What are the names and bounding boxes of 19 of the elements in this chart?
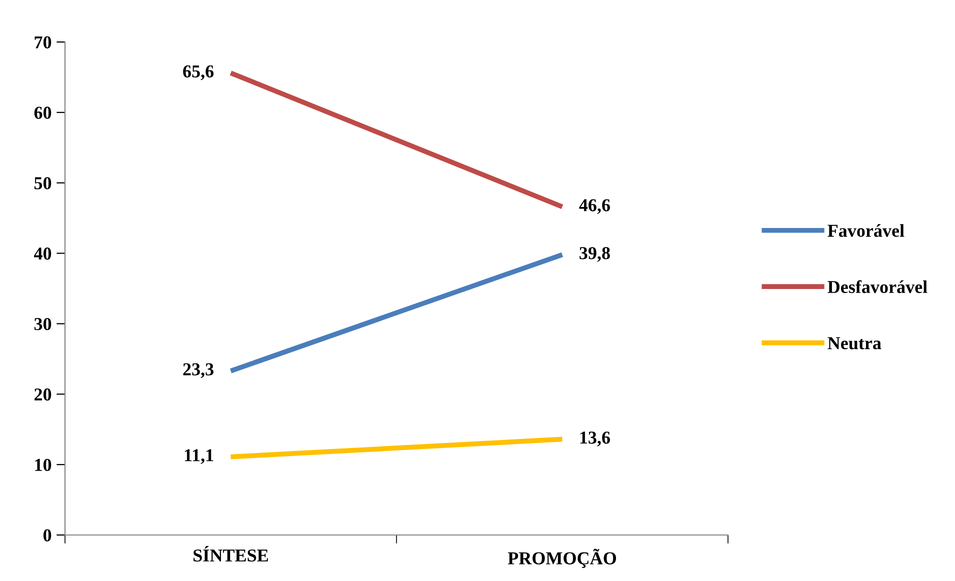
y-tick-label: 20 (34, 388, 52, 401)
data-label: 23,3 (183, 363, 214, 378)
y-tick-label: 70 (34, 36, 52, 48)
y-tick-label: 40 (34, 248, 52, 260)
data-label: 39,8 (580, 247, 610, 262)
data-label: 65,6 (183, 65, 214, 80)
y-tick-label: 60 (34, 106, 52, 119)
y-tick-label: 0 (43, 529, 52, 542)
x-tick-label: PROMOÇÃO (508, 548, 616, 568)
data-label: 11,1 (184, 449, 214, 464)
data-label: 13,6 (580, 432, 610, 446)
data-label: 46,6 (579, 199, 610, 214)
x-tick-label: SÍNTESE (194, 546, 268, 562)
y-tick-label: 30 (34, 318, 52, 330)
y-tick-label: 10 (35, 458, 52, 472)
legend-label: Desfavorável (828, 280, 928, 294)
y-tick-label: 50 (34, 177, 52, 190)
legend-label: Favorável (828, 224, 904, 237)
legend-label: Neutra (828, 337, 882, 350)
